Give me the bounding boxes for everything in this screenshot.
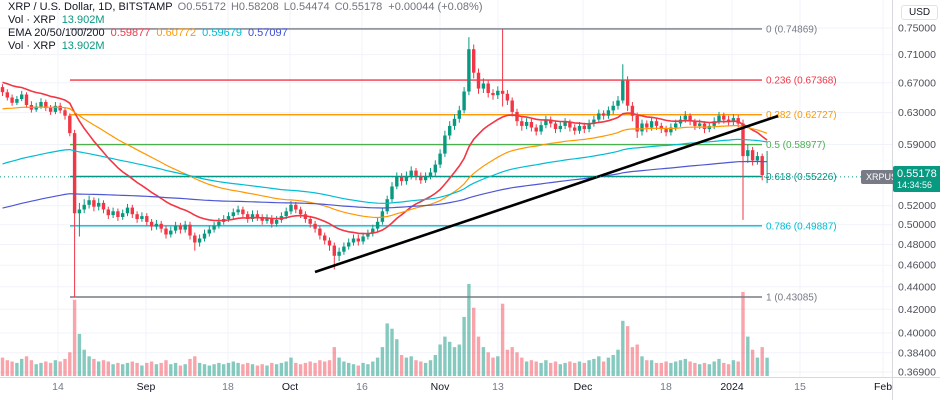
svg-text:0.40000: 0.40000	[898, 328, 936, 340]
fib-retracement-layer[interactable]: 0 (0.74869) 0.236 (0.67368) 0.382 (0.62727…	[70, 24, 837, 304]
ema-200-line	[2, 160, 768, 209]
high-label: H	[230, 1, 239, 13]
svg-text:0 (0.74869): 0 (0.74869)	[766, 24, 817, 35]
symbol-legend-row[interactable]: XRP / U.S. Dollar, 1D, BITSTAMP O0.55172 H…	[8, 1, 482, 14]
svg-text:0.236 (0.67368): 0.236 (0.67368)	[766, 76, 837, 87]
svg-text:0.5 (0.58977): 0.5 (0.58977)	[766, 140, 826, 151]
ema-lines-layer	[2, 81, 768, 235]
svg-text:16: 16	[356, 381, 368, 393]
ema-value-0: 0.59877	[110, 27, 151, 39]
svg-text:0.67000: 0.67000	[898, 77, 936, 89]
ema-100-line	[2, 138, 768, 204]
svg-text:0.38400: 0.38400	[898, 347, 936, 359]
volume-label-2: Vol · XRP	[8, 40, 56, 52]
currency-toggle[interactable]: USD	[901, 5, 939, 20]
svg-text:14: 14	[52, 381, 64, 393]
open-value: 0.55172	[186, 1, 226, 13]
last-price-badge[interactable]: 0.55178 14:34:56	[893, 166, 940, 192]
svg-text:Dec: Dec	[574, 381, 593, 393]
bar-countdown: 14:34:56	[897, 180, 933, 190]
svg-text:18: 18	[660, 381, 672, 393]
volume-legend-row-1[interactable]: Vol · XRP 13.902M	[8, 14, 482, 27]
volume-value-2: 13.902M	[61, 40, 105, 52]
svg-text:0.786 (0.49887): 0.786 (0.49887)	[766, 221, 837, 232]
svg-text:0.63000: 0.63000	[898, 107, 936, 119]
volume-legend-row-2[interactable]: Vol · XRP 13.902M	[8, 40, 482, 53]
close-label: C	[334, 1, 343, 13]
chart-legend: XRP / U.S. Dollar, 1D, BITSTAMP O0.55172 H…	[8, 1, 482, 53]
svg-text:0.48000: 0.48000	[898, 239, 936, 251]
low-value: 0.54474	[289, 1, 330, 13]
svg-text:0.46000: 0.46000	[898, 260, 936, 272]
ema-value-3: 0.57097	[247, 27, 288, 39]
svg-text:2024: 2024	[720, 381, 744, 393]
svg-text:0.71000: 0.71000	[898, 49, 936, 61]
svg-text:0.52000: 0.52000	[898, 200, 936, 212]
svg-text:18: 18	[222, 381, 234, 393]
change-value: +0.00044 (+0.08%)	[388, 1, 483, 13]
trendline-drawing[interactable]	[314, 114, 779, 274]
symbol-title: XRP / U.S. Dollar, 1D, BITSTAMP	[8, 1, 173, 13]
high-value: 0.58208	[238, 1, 279, 13]
svg-text:Nov: Nov	[431, 381, 450, 393]
ema-label: EMA 20/50/100/200	[8, 27, 105, 39]
svg-text:0.50000: 0.50000	[898, 219, 936, 231]
volume-value: 13.902M	[61, 14, 105, 26]
low-label: L	[283, 1, 290, 13]
svg-text:0.75000: 0.75000	[898, 23, 936, 35]
ema-legend-row[interactable]: EMA 20/50/100/200 0.59877 0.60772 0.59679 0.…	[8, 27, 482, 40]
svg-text:Oct: Oct	[282, 381, 298, 393]
svg-text:0.59000: 0.59000	[898, 139, 936, 151]
svg-text:Feb: Feb	[874, 381, 892, 393]
ema-value-1: 0.60772	[156, 27, 197, 39]
time-axis[interactable]: 14 Sep 18 Oct 16 Nov 13 Dec 18 2024 15 Feb	[52, 381, 892, 393]
open-label: O	[177, 1, 187, 13]
last-price-value: 0.55178	[897, 168, 937, 180]
svg-text:0.42000: 0.42000	[898, 304, 936, 316]
volume-label: Vol · XRP	[8, 14, 56, 26]
candles-layer	[0, 28, 769, 297]
svg-text:0.618 (0.55226): 0.618 (0.55226)	[766, 172, 837, 183]
svg-text:0.382 (0.62727): 0.382 (0.62727)	[766, 110, 837, 121]
close-value: 0.55178	[342, 1, 383, 13]
svg-text:Sep: Sep	[137, 381, 156, 393]
ema-50-line	[2, 106, 768, 219]
price-axis[interactable]: 0.75000 0.71000 0.67000 0.63000 0.59000 0.520…	[898, 23, 936, 379]
grid-layer	[0, 0, 892, 377]
ema-value-2: 0.59679	[202, 27, 242, 39]
svg-text:15: 15	[794, 381, 806, 393]
svg-text:1 (0.43085): 1 (0.43085)	[766, 293, 817, 304]
volume-bars-layer	[0, 284, 769, 376]
ema-20-line	[2, 81, 768, 235]
svg-text:0.36900: 0.36900	[898, 367, 936, 379]
svg-text:0.44000: 0.44000	[898, 281, 936, 293]
svg-text:13: 13	[492, 381, 504, 393]
